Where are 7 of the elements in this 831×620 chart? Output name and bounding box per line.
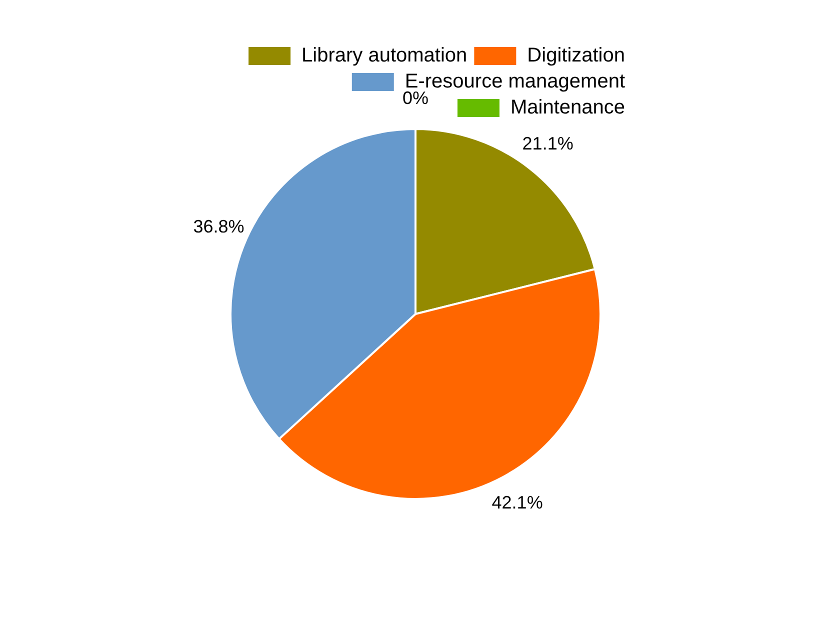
text: 0%: [402, 88, 429, 108]
data-label: 42.1%: [492, 492, 543, 512]
legend-label: Maintenance: [510, 96, 626, 119]
data-label: 36.8%: [193, 216, 244, 236]
legend-label: Library automation: [302, 44, 468, 67]
legend-label: Digitization: [527, 44, 626, 67]
data-label: 21.1%: [522, 134, 574, 154]
